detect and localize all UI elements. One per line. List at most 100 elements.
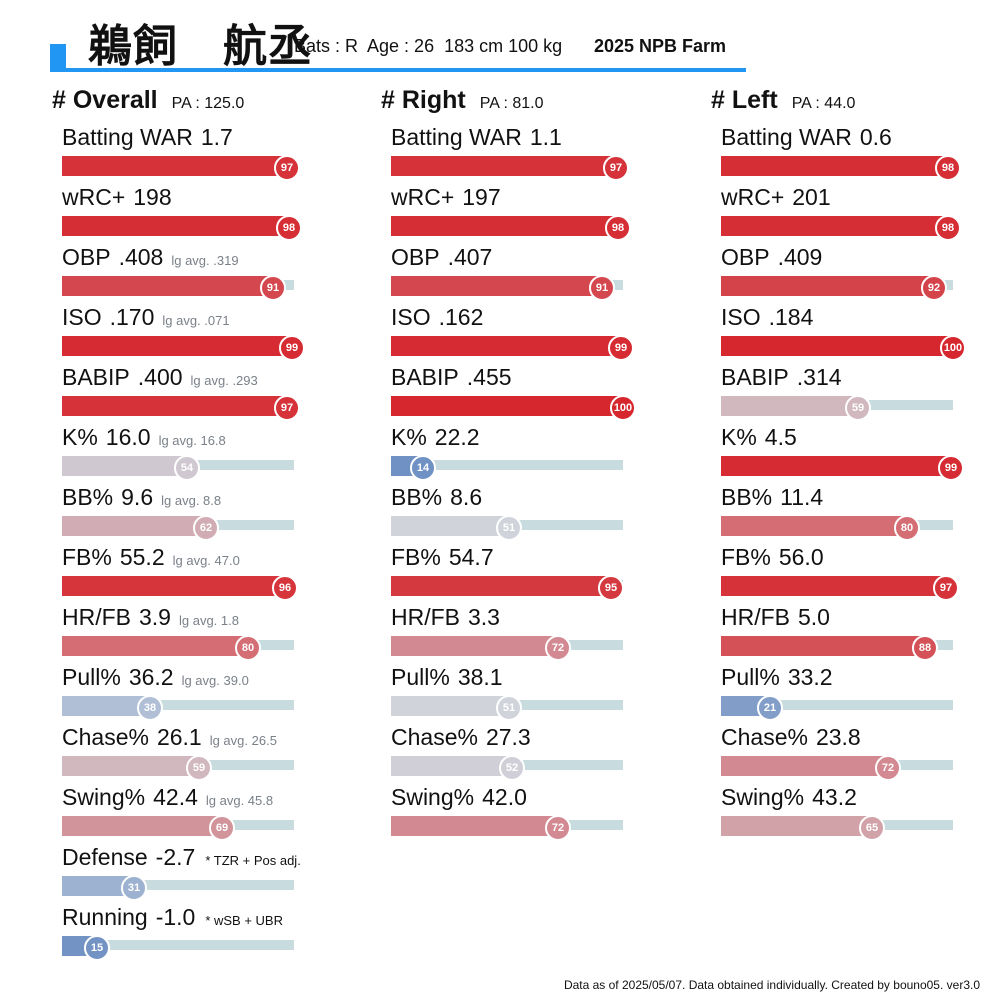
metric-value: 26.1 xyxy=(156,724,202,750)
metric-row: Running -1.0 * wSB + UBR 15 xyxy=(62,904,322,964)
metric-name: Swing% xyxy=(391,784,475,810)
metric-name: Swing% xyxy=(721,784,805,810)
metric-label: Batting WAR 1.7 xyxy=(62,124,233,151)
metric-name: K% xyxy=(721,424,757,450)
metric-name: ISO xyxy=(721,304,761,330)
panel-name: # Left xyxy=(711,86,778,114)
percentile-bar xyxy=(391,576,611,596)
metric-label: Chase% 26.1 lg avg. 26.5 xyxy=(62,724,277,751)
metric-value: 33.2 xyxy=(787,664,833,690)
metric-row: OBP .408 lg avg. .319 91 xyxy=(62,244,322,304)
metric-name: Batting WAR xyxy=(721,124,852,150)
metric-name: HR/FB xyxy=(721,604,790,630)
metric-label: HR/FB 3.9 lg avg. 1.8 xyxy=(62,604,239,631)
metric-name: BABIP xyxy=(62,364,130,390)
league-label: 2025 NPB Farm xyxy=(594,36,727,56)
metric-name: Batting WAR xyxy=(391,124,522,150)
metric-label: BABIP .400 lg avg. .293 xyxy=(62,364,258,391)
metric-value: 5.0 xyxy=(798,604,830,630)
metric-row: OBP .409 92 xyxy=(721,244,981,304)
percentile-bar xyxy=(721,276,934,296)
metric-value: 38.1 xyxy=(457,664,503,690)
metric-label: wRC+ 198 xyxy=(62,184,172,211)
metric-value: 11.4 xyxy=(780,484,824,510)
metric-row: Chase% 27.3 52 xyxy=(391,724,651,784)
metric-label: Pull% 36.2 lg avg. 39.0 xyxy=(62,664,249,691)
percentile-badge: 97 xyxy=(933,575,959,601)
percentile-bar xyxy=(721,816,872,836)
percentile-bar xyxy=(62,456,187,476)
percentile-badge: 96 xyxy=(272,575,298,601)
metric-name: Pull% xyxy=(721,664,780,690)
percentile-badge: 38 xyxy=(137,695,163,721)
metric-row: wRC+ 198 98 xyxy=(62,184,322,244)
metric-value: 3.3 xyxy=(468,604,500,630)
percentile-badge: 98 xyxy=(605,215,631,241)
percentile-track xyxy=(391,460,623,470)
percentile-bar xyxy=(391,516,509,536)
metric-name: wRC+ xyxy=(721,184,785,210)
metric-value: 55.2 xyxy=(119,544,165,570)
metric-row: Swing% 42.4 lg avg. 45.8 69 xyxy=(62,784,322,844)
metric-row: BABIP .400 lg avg. .293 97 xyxy=(62,364,322,424)
percentile-bar xyxy=(391,816,558,836)
metric-label: HR/FB 5.0 xyxy=(721,604,830,631)
percentile-badge: 80 xyxy=(235,635,261,661)
metric-row: BB% 11.4 80 xyxy=(721,484,981,544)
percentile-badge: 14 xyxy=(410,455,436,481)
percentile-track xyxy=(62,880,294,890)
metric-name: K% xyxy=(391,424,427,450)
league-average: lg avg. 16.8 xyxy=(158,433,226,448)
metric-row: K% 4.5 99 xyxy=(721,424,981,484)
league-average: lg avg. 47.0 xyxy=(172,553,240,568)
metric-value: 1.7 xyxy=(200,124,233,150)
metric-value: 9.6 xyxy=(121,484,154,510)
metric-name: FB% xyxy=(721,544,771,570)
metric-value: 197 xyxy=(462,184,501,210)
metric-value: .455 xyxy=(466,364,512,390)
league-average: lg avg. .319 xyxy=(171,253,239,268)
metric-value: 8.6 xyxy=(450,484,483,510)
metric-value: .184 xyxy=(768,304,814,330)
metric-value: 56.0 xyxy=(778,544,824,570)
metric-row: Batting WAR 1.1 97 xyxy=(391,124,651,184)
metric-label: OBP .409 xyxy=(721,244,822,271)
percentile-badge: 99 xyxy=(279,335,305,361)
percentile-badge: 99 xyxy=(938,455,964,481)
metric-label: FB% 54.7 xyxy=(391,544,494,571)
metric-name: ISO xyxy=(391,304,431,330)
metric-value: 54.7 xyxy=(448,544,494,570)
percentile-bar xyxy=(62,156,287,176)
metric-label: Swing% 42.4 lg avg. 45.8 xyxy=(62,784,273,811)
percentile-bar xyxy=(62,816,222,836)
panel-title: # Right PA : 81.0 xyxy=(381,86,543,115)
metric-row: K% 22.2 14 xyxy=(391,424,651,484)
metric-row: Batting WAR 1.7 97 xyxy=(62,124,322,184)
percentile-badge: 92 xyxy=(921,275,947,301)
metric-label: K% 22.2 xyxy=(391,424,480,451)
metric-row: ISO .184 100 xyxy=(721,304,981,364)
percentile-badge: 98 xyxy=(935,215,961,241)
metric-row: Defense -2.7 * TZR + Pos adj. 31 xyxy=(62,844,322,904)
metric-label: Batting WAR 1.1 xyxy=(391,124,562,151)
panel-pa: PA : 44.0 xyxy=(791,95,856,112)
percentile-badge: 62 xyxy=(193,515,219,541)
percentile-badge: 91 xyxy=(260,275,286,301)
percentile-bar xyxy=(721,156,948,176)
metric-label: BB% 8.6 xyxy=(391,484,482,511)
metric-name: Chase% xyxy=(391,724,478,750)
metric-value: 0.6 xyxy=(859,124,892,150)
percentile-badge: 98 xyxy=(276,215,302,241)
metric-label: BABIP .455 xyxy=(391,364,512,391)
metric-row: Batting WAR 0.6 98 xyxy=(721,124,981,184)
panel-name: # Overall xyxy=(52,86,158,114)
header: 鵜飼 航丞 Bats : R Age : 26 183 cm 100 kg 20… xyxy=(0,0,1000,80)
metric-name: Batting WAR xyxy=(62,124,193,150)
metric-row: FB% 56.0 97 xyxy=(721,544,981,604)
league-average: lg avg. 45.8 xyxy=(205,793,274,808)
percentile-badge: 72 xyxy=(545,635,571,661)
metric-row: ISO .170 lg avg. .071 99 xyxy=(62,304,322,364)
metric-label: OBP .408 lg avg. .319 xyxy=(62,244,239,271)
metric-row: BABIP .455 100 xyxy=(391,364,651,424)
metric-name: K% xyxy=(62,424,98,450)
